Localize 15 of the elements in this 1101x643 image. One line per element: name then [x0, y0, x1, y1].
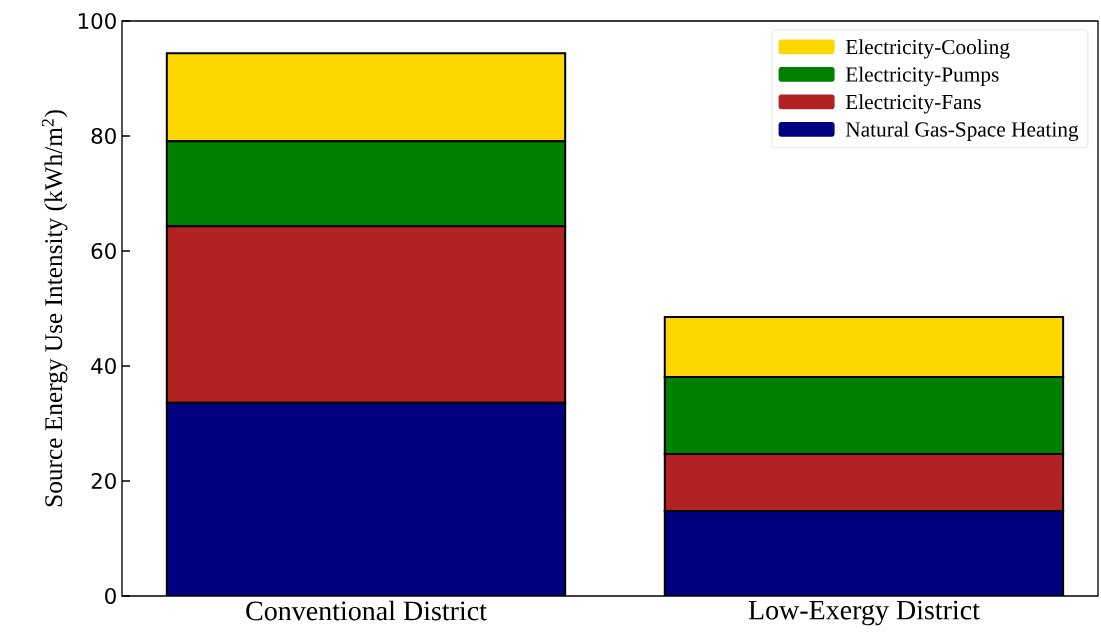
y-tick-label: 0: [105, 587, 116, 605]
bar: [663, 509, 1065, 596]
legend-label: Electricity-Cooling: [845, 39, 1010, 59]
bar: [165, 401, 567, 596]
y-tick-label: 80: [91, 127, 116, 145]
y-tick-label: 20: [91, 472, 116, 490]
y-axis-title: Source Energy Use Intensity (kWh/m$^{2}$): [41, 110, 68, 507]
x-tick-label: Low-Exergy District: [748, 600, 980, 626]
legend-label: Electricity-Pumps: [845, 66, 999, 87]
x-tick-label: Conventional District: [246, 600, 487, 621]
y-tick-label: 100: [78, 12, 116, 30]
legend-label: Electricity-Fans: [845, 94, 981, 114]
y-tick-label: 40: [91, 357, 116, 375]
y-tick-label: 60: [91, 242, 116, 260]
legend-label: Natural Gas-Space Heating: [845, 121, 1079, 142]
